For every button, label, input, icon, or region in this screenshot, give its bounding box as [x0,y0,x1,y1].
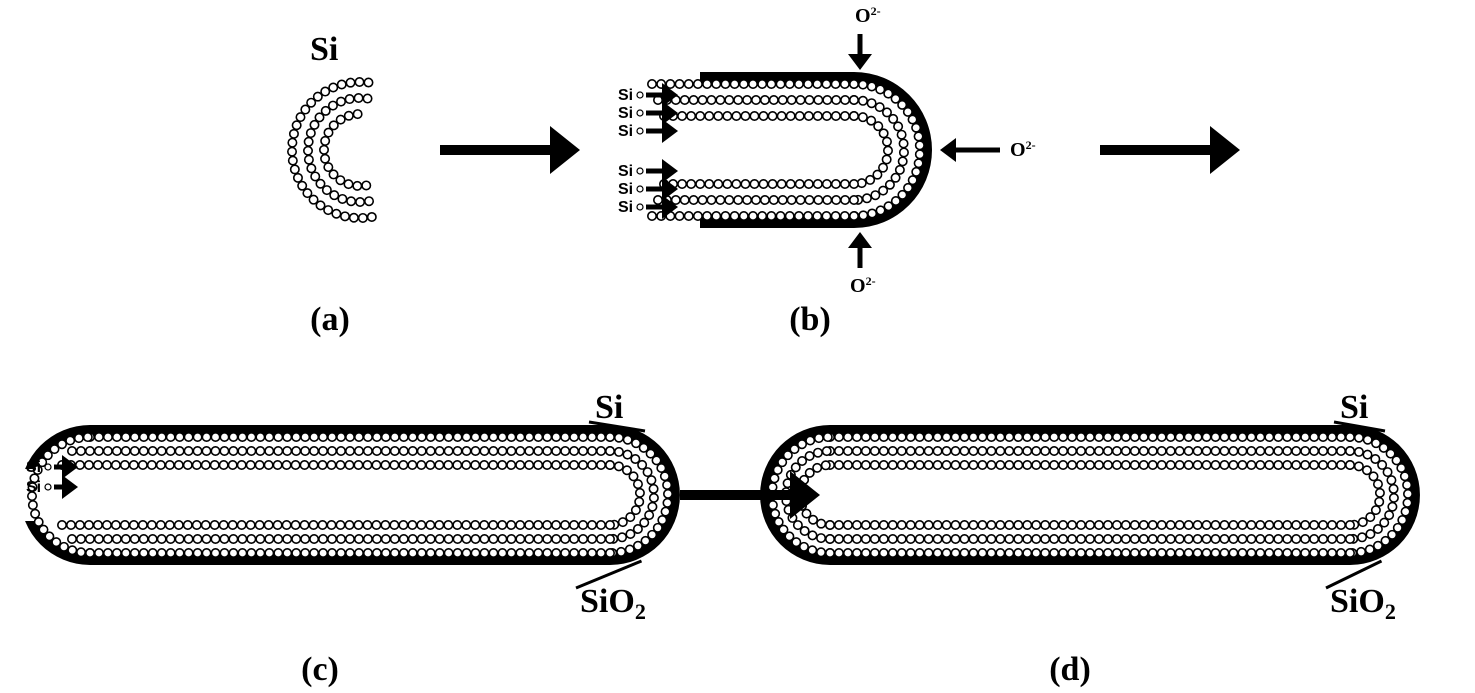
svg-text:Si: Si [26,459,41,476]
svg-text:Si: Si [618,123,633,140]
svg-text:SiO2: SiO2 [580,583,646,624]
svg-text:O2-: O2- [855,4,881,27]
panel-label-a: (a) [310,301,350,338]
svg-text:Si: Si [618,87,633,104]
panel-c: Si Si Si SiO2 (c) [18,389,680,688]
svg-text:O2-: O2- [850,274,876,297]
panel-d: Si SiO2 (d) [760,389,1420,688]
panel-b: SiSiSiSiSiSiO2-O2-O2-(b) [618,4,1036,338]
panel-label-d: (d) [1049,651,1091,688]
svg-text:Si: Si [1340,389,1368,426]
svg-text:Si: Si [618,181,633,198]
svg-text:Si: Si [618,105,633,122]
panel-label-c: (c) [301,651,339,688]
svg-text:SiO2: SiO2 [1330,583,1396,624]
svg-text:Si: Si [618,163,633,180]
svg-text:Si: Si [595,389,623,426]
svg-text:Si: Si [26,479,41,496]
diagram-root: Si(a)SiSiSiSiSiSiO2-O2-O2-(b)SiSiSiSiO2(… [0,0,1475,693]
label-si-a: Si [310,31,338,68]
svg-text:Si: Si [618,199,633,216]
svg-text:O2-: O2- [1010,138,1036,161]
panel-label-b: (b) [789,301,831,338]
panel-a: Si (a) [288,31,376,338]
